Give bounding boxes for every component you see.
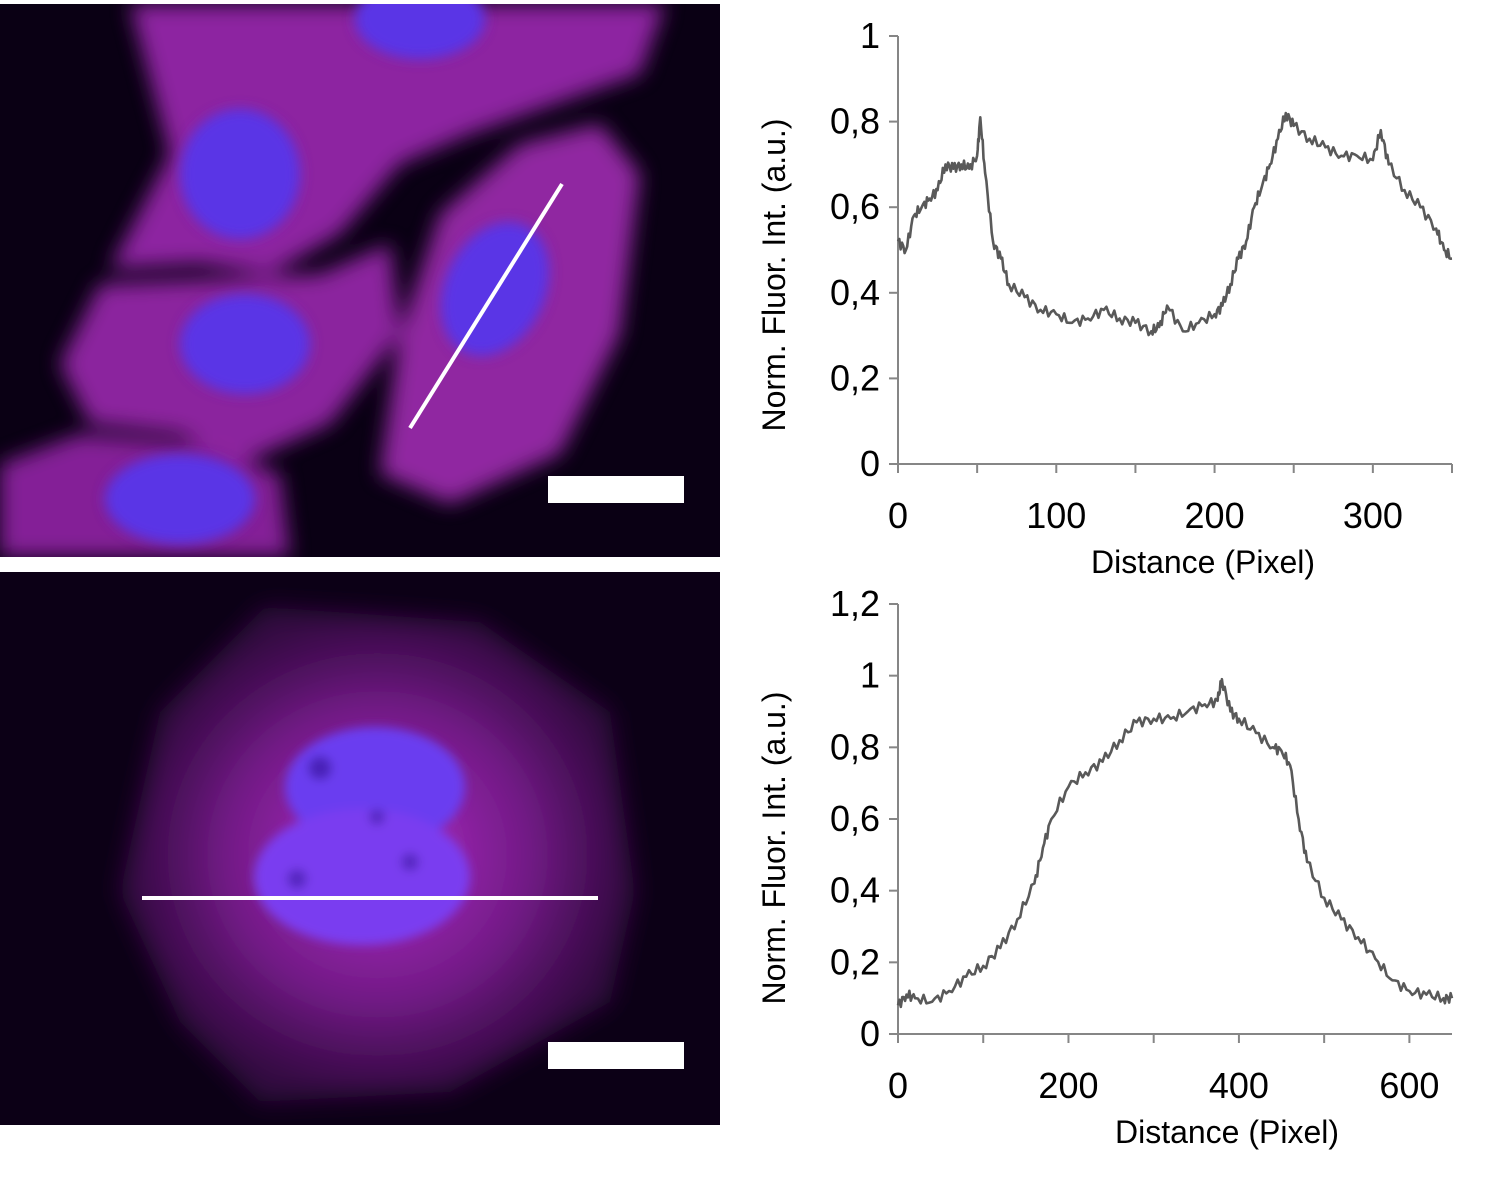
micrograph-panel-1: [0, 4, 720, 557]
x-tick-label: 200: [1185, 495, 1245, 536]
micrograph-panel-2: [0, 572, 720, 1125]
y-tick-label: 0,6: [830, 798, 880, 839]
y-tick-label: 0,8: [830, 726, 880, 767]
y-tick-label: 0: [860, 1013, 880, 1054]
intensity-profile-chart-1: Norm. Fluor. Int. (a.u.) Distance (Pixel…: [720, 0, 1510, 590]
y-tick-label: 0,4: [830, 870, 880, 911]
x-tick-label: 100: [1026, 495, 1086, 536]
x-tick-label: 400: [1209, 1065, 1269, 1106]
chart-1-svg: Norm. Fluor. Int. (a.u.) Distance (Pixel…: [756, 15, 1453, 580]
x-axis-title: Distance (Pixel): [1115, 1114, 1339, 1150]
y-tick-label: 0,8: [830, 101, 880, 142]
scale-bar: [548, 1042, 684, 1069]
micrograph-image-2: [0, 572, 720, 1125]
y-axis-title: Norm. Fluor. Int. (a.u.): [756, 119, 792, 432]
x-tick-label: 600: [1379, 1065, 1439, 1106]
nucleus-region: [254, 727, 470, 945]
scale-bar: [548, 476, 684, 503]
x-tick-label: 0: [888, 1065, 908, 1106]
y-tick-label: 0,4: [830, 272, 880, 313]
y-tick-label: 0,6: [830, 186, 880, 227]
profile-series-line: [896, 111, 1453, 337]
x-tick-label: 0: [888, 495, 908, 536]
y-tick-label: 1: [860, 655, 880, 696]
profile-series-line: [896, 677, 1454, 1009]
y-tick-label: 0: [860, 443, 880, 484]
y-axis-title: Norm. Fluor. Int. (a.u.): [756, 692, 792, 1005]
line-profile-path: [408, 182, 564, 430]
x-tick-label: 200: [1038, 1065, 1098, 1106]
x-axis-title: Distance (Pixel): [1091, 544, 1315, 580]
y-tick-label: 0,2: [830, 357, 880, 398]
micrograph-image-1: [0, 4, 720, 557]
y-tick-label: 1,2: [830, 583, 880, 624]
intensity-profile-chart-2: Norm. Fluor. Int. (a.u.) Distance (Pixel…: [720, 573, 1510, 1163]
y-tick-label: 0,2: [830, 941, 880, 982]
y-tick-label: 1: [860, 15, 880, 56]
x-tick-label: 300: [1343, 495, 1403, 536]
chart-2-svg: Norm. Fluor. Int. (a.u.) Distance (Pixel…: [756, 583, 1454, 1150]
